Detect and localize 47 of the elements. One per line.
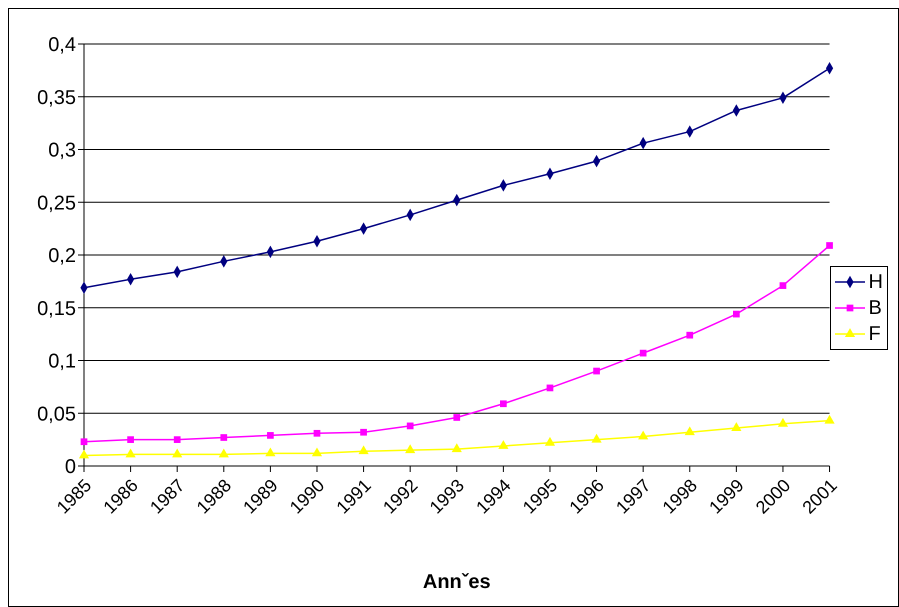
point xyxy=(218,448,229,458)
legend-label: H xyxy=(868,270,883,294)
point xyxy=(731,422,742,431)
point xyxy=(126,448,136,458)
point xyxy=(500,400,507,408)
point xyxy=(78,450,90,458)
point xyxy=(640,350,647,356)
point xyxy=(498,440,508,449)
point xyxy=(314,430,320,437)
y-tick-label: 0,15 xyxy=(37,298,76,320)
legend-label: F xyxy=(868,322,881,346)
point xyxy=(826,242,833,249)
point xyxy=(452,443,462,452)
y-tick-label: 0 xyxy=(64,456,76,478)
point xyxy=(312,447,322,456)
point xyxy=(406,422,414,430)
y-tick-label: 0,05 xyxy=(37,403,76,426)
point xyxy=(778,418,788,427)
point xyxy=(824,414,835,424)
y-tick-label: 0,4 xyxy=(48,34,76,56)
point xyxy=(780,282,786,289)
point xyxy=(405,444,416,454)
point xyxy=(267,432,274,439)
point xyxy=(265,447,276,456)
point xyxy=(686,332,694,339)
point xyxy=(80,438,88,446)
point xyxy=(360,428,367,436)
point xyxy=(591,434,602,443)
point xyxy=(220,434,228,441)
point xyxy=(593,368,600,374)
y-tick-label: 0,3 xyxy=(48,140,76,162)
x-axis-title: Annˇes xyxy=(422,571,491,593)
y-tick-label: 0,25 xyxy=(37,192,76,214)
point xyxy=(127,436,134,443)
y-tick-label: 0,35 xyxy=(37,86,76,109)
point xyxy=(733,310,740,318)
point xyxy=(453,414,460,421)
point xyxy=(358,445,369,454)
y-tick-label: 0,2 xyxy=(48,245,76,268)
point xyxy=(684,426,695,436)
point xyxy=(638,430,648,440)
point xyxy=(546,384,554,392)
point xyxy=(172,448,182,458)
point xyxy=(174,436,181,443)
point xyxy=(544,436,556,446)
legend-label: B xyxy=(868,296,882,320)
y-tick-label: 0,1 xyxy=(48,350,76,373)
